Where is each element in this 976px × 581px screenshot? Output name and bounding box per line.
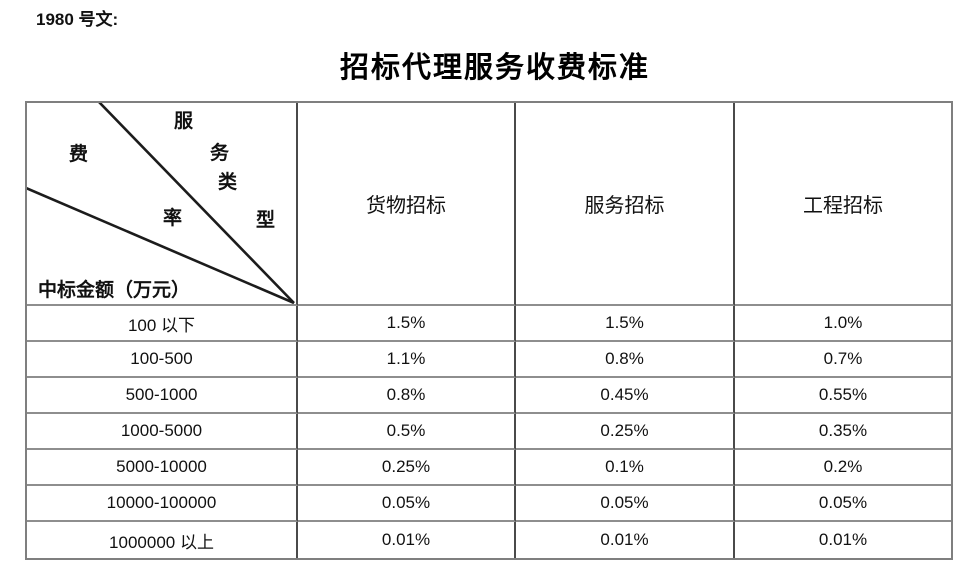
fee-cell: 0.01% <box>298 522 516 558</box>
fee-cell: 0.45% <box>516 378 735 414</box>
page-title: 招标代理服务收费标准 <box>339 52 650 84</box>
fee-cell: 0.8% <box>516 342 735 378</box>
fee-cell: 0.25% <box>298 450 516 486</box>
row-label: 1000-5000 <box>27 414 298 450</box>
row-label: 1000000 以上 <box>27 522 298 558</box>
diagonal-split-lines <box>27 103 295 304</box>
corner-row-axis-label: 中标金额（万元） <box>38 280 191 301</box>
fee-cell: 0.35% <box>735 414 951 450</box>
corner-service-char-2: 务 <box>210 143 230 164</box>
fee-cell: 0.01% <box>516 522 735 558</box>
corner-service-char-4: 型 <box>256 210 276 231</box>
fee-standard-table: 费 服 务 类 型 率 中标金额（万元） 货物招标 服务招标 工程招标 100 … <box>25 101 953 560</box>
fee-cell: 0.25% <box>516 414 735 450</box>
fee-cell: 1.5% <box>298 306 516 342</box>
fee-cell: 0.01% <box>818 530 868 549</box>
fee-cell: 0.1% <box>516 450 735 486</box>
row-label: 500-1000 <box>27 378 298 414</box>
fee-cell: 0.05% <box>516 486 735 522</box>
row-label: 5000-10000 <box>27 450 298 486</box>
fee-cell: 0.05% <box>298 486 516 522</box>
corner-service-char-3: 类 <box>218 172 238 193</box>
fee-cell: 0.2% <box>735 450 951 486</box>
fee-cell: 1.5% <box>516 306 735 342</box>
fee-cell: 0.55% <box>735 378 951 414</box>
col-header-goods: 货物招标 <box>298 103 516 306</box>
corner-rate-char: 率 <box>163 208 183 229</box>
corner-service-char-1: 服 <box>174 111 194 132</box>
col-header-engineering: 工程招标 <box>735 103 951 306</box>
fee-cell: 0.7% <box>735 342 951 378</box>
row-label: 10000-100000 <box>27 486 298 522</box>
corner-fee-char: 费 <box>69 144 89 165</box>
fee-cell: 0.05% <box>735 486 951 522</box>
doc-ref-number: 1980 号文: <box>36 10 119 29</box>
fee-cell: 1.0% <box>735 306 951 342</box>
row-label: 100 以下 <box>27 306 298 342</box>
fee-cell: 0.8% <box>298 378 516 414</box>
fee-cell: 0.5% <box>298 414 516 450</box>
col-header-services: 服务招标 <box>516 103 735 306</box>
row-label: 100-500 <box>27 342 298 378</box>
fee-cell: 1.1% <box>298 342 516 378</box>
table-corner-cell: 费 服 务 类 型 率 中标金额（万元） <box>27 103 298 306</box>
